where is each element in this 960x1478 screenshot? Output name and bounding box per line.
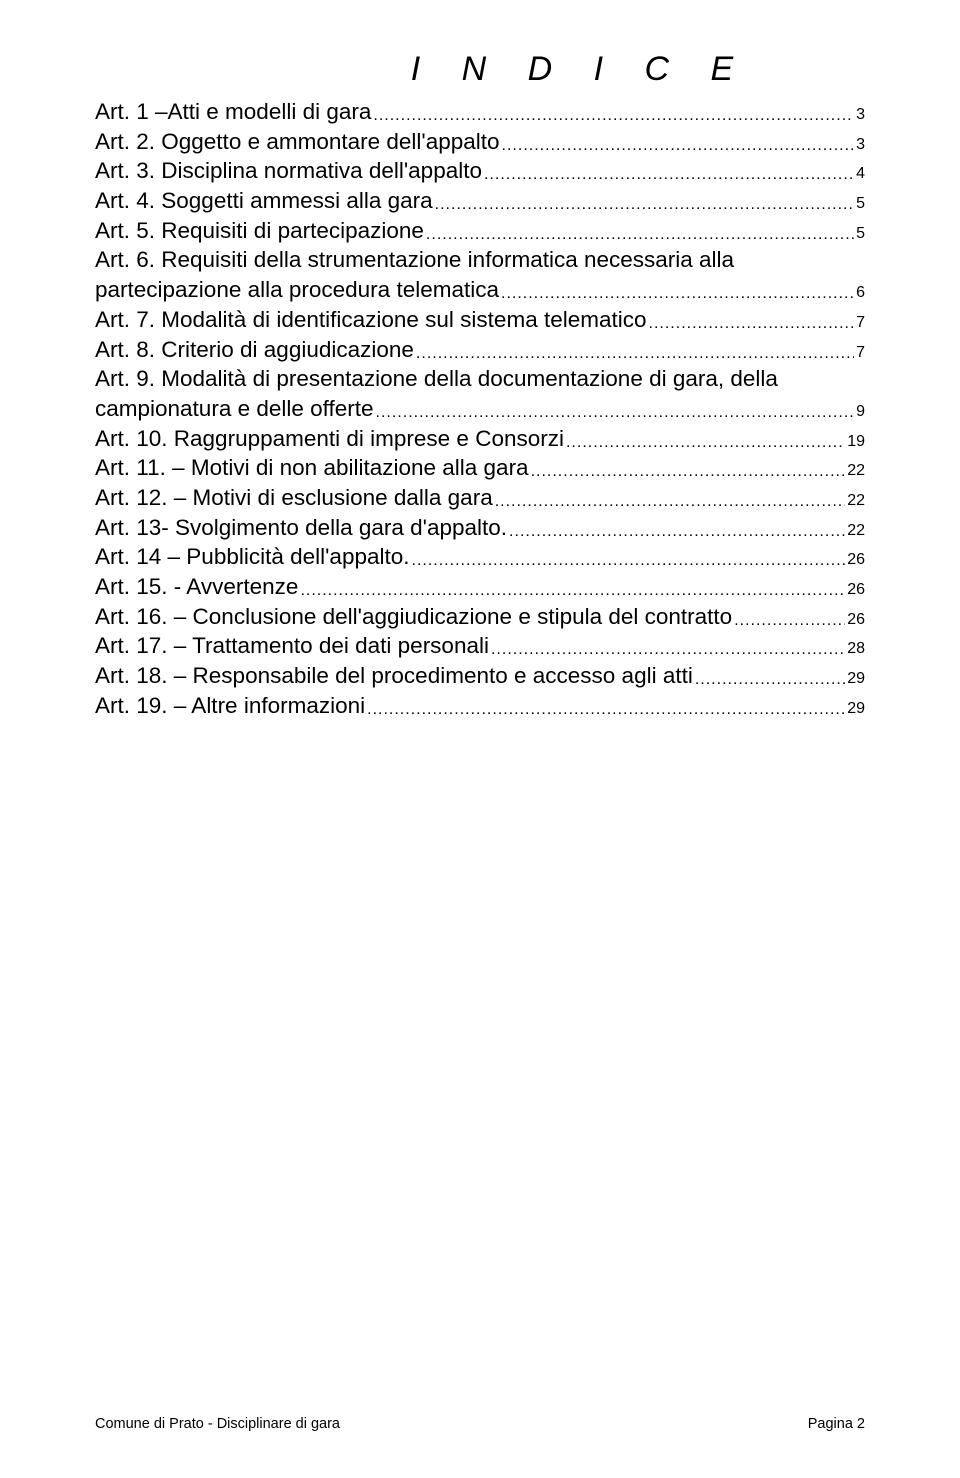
toc-entry: Art. 19. – Altre informazioni 29 xyxy=(95,691,865,721)
toc-entry: Art. 13- Svolgimento della gara d'appalt… xyxy=(95,513,865,543)
toc-leader-dots xyxy=(414,343,854,364)
toc-entry-continuation: partecipazione alla procedura telematica xyxy=(95,275,499,305)
toc-entry-page: 22 xyxy=(845,460,865,481)
toc-leader-dots xyxy=(647,313,855,334)
toc-leader-dots xyxy=(482,164,854,185)
toc-entry-page: 22 xyxy=(845,520,865,541)
page-title: I N D I C E xyxy=(95,50,865,89)
toc-leader-dots xyxy=(489,639,845,660)
toc-entry-label: Art. 17. – Trattamento dei dati personal… xyxy=(95,631,489,661)
toc-entry: Art. 16. – Conclusione dell'aggiudicazio… xyxy=(95,602,865,632)
toc-leader-dots xyxy=(433,194,854,215)
toc-entry-line1: Art. 6. Requisiti della strumentazione i… xyxy=(95,245,865,275)
toc-entry-page: 26 xyxy=(845,579,865,600)
toc-leader-dots xyxy=(564,432,845,453)
toc-leader-dots xyxy=(365,699,845,720)
toc-entry: Art. 11. – Motivi di non abilitazione al… xyxy=(95,453,865,483)
toc-entry-page: 26 xyxy=(845,609,865,630)
toc-entry-label: Art. 10. Raggruppamenti di imprese e Con… xyxy=(95,424,564,454)
footer-right: Pagina 2 xyxy=(808,1416,865,1432)
toc-entry: Art. 5. Requisiti di partecipazione 5 xyxy=(95,216,865,246)
toc-entry-page: 9 xyxy=(854,401,865,422)
toc-entry-label: Art. 15. - Avvertenze xyxy=(95,572,298,602)
toc-entry-page: 28 xyxy=(845,638,865,659)
toc-entry-label: Art. 13- Svolgimento della gara d'appalt… xyxy=(95,513,507,543)
toc-entry-page: 4 xyxy=(854,163,865,184)
toc-entry-label: Art. 4. Soggetti ammessi alla gara xyxy=(95,186,433,216)
toc-entry-page: 29 xyxy=(845,668,865,689)
toc-entry-page: 7 xyxy=(854,342,865,363)
toc-entry: Art. 7. Modalità di identificazione sul … xyxy=(95,305,865,335)
toc-entry: Art. 17. – Trattamento dei dati personal… xyxy=(95,631,865,661)
toc-entry-label: Art. 7. Modalità di identificazione sul … xyxy=(95,305,647,335)
toc-leader-dots xyxy=(499,283,854,304)
toc-entry-label: Art. 3. Disciplina normativa dell'appalt… xyxy=(95,156,482,186)
toc-entry-label: Art. 6. Requisiti della strumentazione i… xyxy=(95,247,734,272)
toc-entry-page: 3 xyxy=(854,134,865,155)
table-of-contents: Art. 1 –Atti e modelli di gara3Art. 2. O… xyxy=(95,97,865,720)
toc-entry-page: 7 xyxy=(854,312,865,333)
toc-entry: Art. 15. - Avvertenze 26 xyxy=(95,572,865,602)
toc-entry-page: 5 xyxy=(854,223,865,244)
toc-entry-label: Art. 8. Criterio di aggiudicazione xyxy=(95,335,414,365)
toc-entry: Art. 10. Raggruppamenti di imprese e Con… xyxy=(95,424,865,454)
toc-entry: Art. 18. – Responsabile del procedimento… xyxy=(95,661,865,691)
toc-entry-page: 5 xyxy=(854,193,865,214)
toc-leader-dots xyxy=(424,224,854,245)
toc-leader-dots xyxy=(371,105,854,126)
toc-entry-label: Art. 12. – Motivi di esclusione dalla ga… xyxy=(95,483,493,513)
toc-entry-line1: Art. 9. Modalità di presentazione della … xyxy=(95,364,865,394)
toc-leader-dots xyxy=(693,669,845,690)
toc-entry-label: Art. 16. – Conclusione dell'aggiudicazio… xyxy=(95,602,732,632)
toc-entry-page: 29 xyxy=(845,698,865,719)
toc-leader-dots xyxy=(493,491,845,512)
toc-entry-label: Art. 2. Oggetto e ammontare dell'appalto xyxy=(95,127,500,157)
toc-entry-label: Art. 14 – Pubblicità dell'appalto. xyxy=(95,542,410,572)
toc-entry: Art. 8. Criterio di aggiudicazione 7 xyxy=(95,335,865,365)
toc-entry: Art. 12. – Motivi di esclusione dalla ga… xyxy=(95,483,865,513)
toc-entry-page: 3 xyxy=(854,104,865,125)
toc-leader-dots xyxy=(732,610,845,631)
toc-entry: Art. 4. Soggetti ammessi alla gara 5 xyxy=(95,186,865,216)
toc-entry-label: Art. 11. – Motivi di non abilitazione al… xyxy=(95,453,529,483)
toc-entry-label: Art. 5. Requisiti di partecipazione xyxy=(95,216,424,246)
toc-entry-label: Art. 19. – Altre informazioni xyxy=(95,691,365,721)
toc-entry-continuation: campionatura e delle offerte xyxy=(95,394,374,424)
toc-leader-dots xyxy=(529,461,846,482)
toc-entry-page: 22 xyxy=(845,490,865,511)
toc-entry-page: 26 xyxy=(845,549,865,570)
toc-entry-label: Art. 9. Modalità di presentazione della … xyxy=(95,366,778,391)
toc-entry: partecipazione alla procedura telematica… xyxy=(95,275,865,305)
toc-entry-page: 19 xyxy=(845,431,865,452)
toc-leader-dots xyxy=(410,550,846,571)
toc-leader-dots xyxy=(298,580,845,601)
toc-entry: Art. 3. Disciplina normativa dell'appalt… xyxy=(95,156,865,186)
toc-leader-dots xyxy=(507,521,845,542)
toc-entry: Art. 14 – Pubblicità dell'appalto. 26 xyxy=(95,542,865,572)
toc-entry: campionatura e delle offerte 9 xyxy=(95,394,865,424)
footer-left: Comune di Prato - Disciplinare di gara xyxy=(95,1416,340,1432)
page-footer: Comune di Prato - Disciplinare di gara P… xyxy=(95,1416,865,1432)
toc-entry-label: Art. 1 –Atti e modelli di gara xyxy=(95,97,371,127)
document-page: I N D I C E Art. 1 –Atti e modelli di ga… xyxy=(0,0,960,1478)
toc-entry-label: Art. 18. – Responsabile del procedimento… xyxy=(95,661,693,691)
toc-entry-page: 6 xyxy=(854,282,865,303)
toc-entry: Art. 2. Oggetto e ammontare dell'appalto… xyxy=(95,127,865,157)
toc-leader-dots xyxy=(500,135,855,156)
toc-leader-dots xyxy=(374,402,855,423)
toc-entry: Art. 1 –Atti e modelli di gara 3 xyxy=(95,97,865,127)
